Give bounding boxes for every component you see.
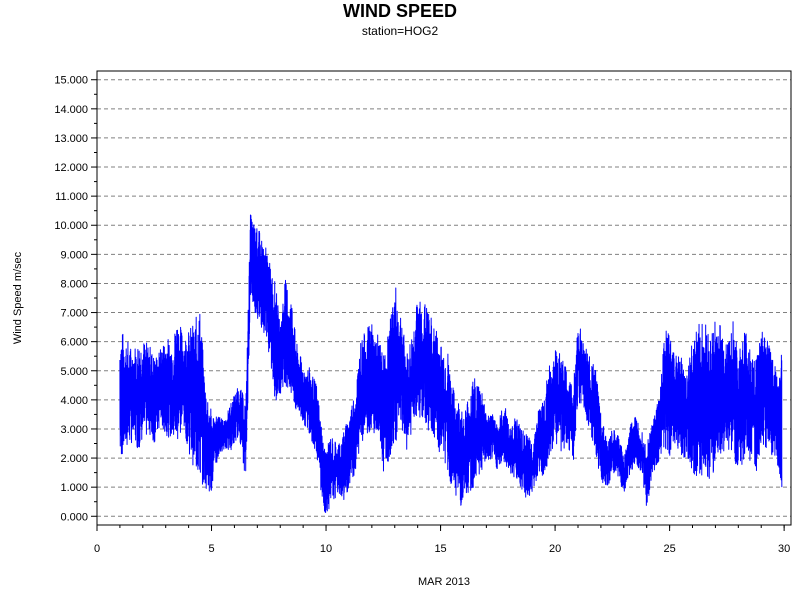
y-tick-label-9: 9.000	[60, 249, 88, 261]
y-tick-label-2: 2.000	[60, 453, 88, 465]
y-tick-label-5: 5.000	[60, 366, 88, 378]
series-wind-speed	[119, 214, 783, 514]
y-tick-label-11: 11.000	[55, 191, 88, 203]
y-tick-label-13: 13.000	[54, 133, 88, 145]
y-tick-label-12: 12.000	[54, 162, 88, 174]
x-tick-label-6: 30	[778, 543, 790, 555]
plot-frame	[96, 70, 792, 526]
y-axis: 0.000 1.000 2.000 3.000 4.000 5.000 6.000 7.000…	[54, 75, 97, 523]
y-tick-label-8: 8.000	[60, 278, 88, 290]
y-tick-label-14: 14.000	[54, 104, 88, 116]
x-tick-label-2: 10	[320, 543, 332, 555]
x-axis-label: MAR 2013	[418, 576, 470, 588]
y-tick-label-7: 7.000	[60, 308, 88, 320]
x-axis: 0 5 10 15 20 25 30	[94, 525, 790, 555]
y-axis-label: Wind Speed m/sec	[12, 251, 24, 344]
y-tick-label-3: 3.000	[60, 424, 88, 436]
chart-title: WIND SPEED	[342, 1, 457, 21]
y-tick-label-10: 10.000	[54, 220, 88, 232]
x-tick-label-5: 25	[663, 543, 675, 555]
x-tick-label-0: 0	[94, 543, 100, 555]
y-tick-label-1: 1.000	[60, 482, 88, 494]
x-tick-label-1: 5	[208, 543, 214, 555]
y-tick-label-4: 4.000	[60, 395, 88, 407]
y-tick-label-6: 6.000	[60, 337, 88, 349]
y-tick-label-15: 15.000	[54, 75, 88, 87]
y-tick-label-0: 0.000	[60, 511, 88, 523]
chart-subtitle: station=HOG2	[361, 24, 439, 38]
series-line-0	[119, 214, 783, 514]
x-tick-label-3: 15	[434, 543, 446, 555]
x-tick-label-4: 20	[549, 543, 561, 555]
